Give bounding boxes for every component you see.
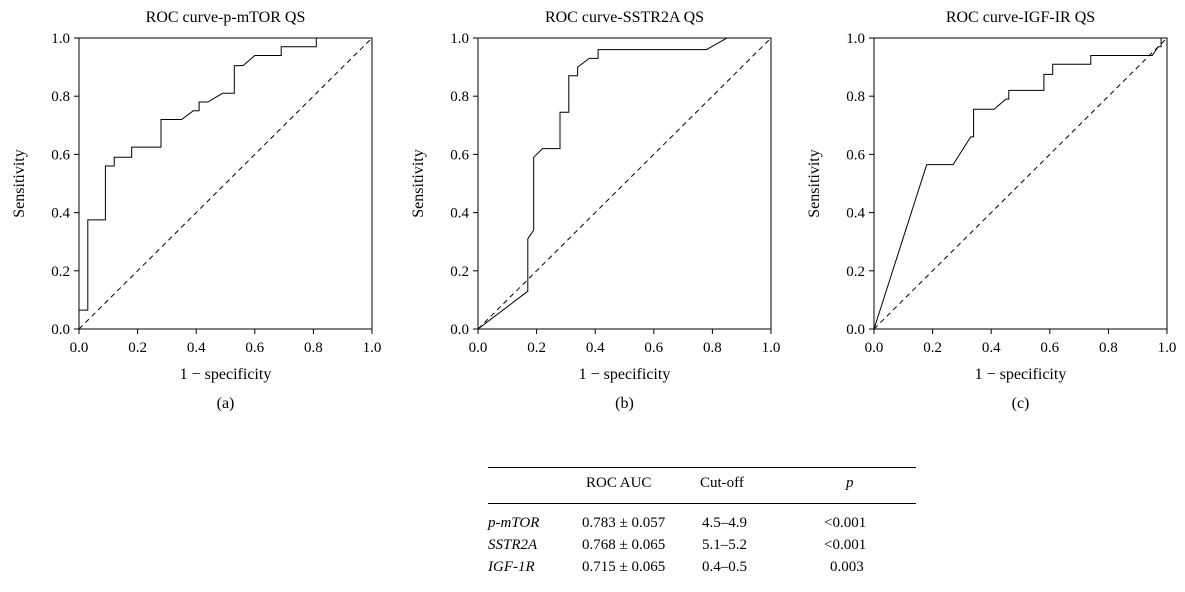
chart-title: ROC curve-IGF-IR QS [946,9,1095,26]
row-auc-pmtor: 0.783 ± 0.057 [582,515,666,531]
roc-charts: ROC curve-p-mTOR QS 0.0 0.2 0.4 0.6 0.8 1.0 0.0… [11,9,1176,412]
chart-title: ROC curve-SSTR2A QS [545,9,704,26]
y-tick-label: 0.0 [450,322,469,338]
y-tick-label: 0.2 [846,264,865,280]
x-tick-label: 0.0 [70,340,89,356]
x-tick-label: 0.0 [865,340,884,356]
y-axis-label: Sensitivity [11,149,28,217]
row-p-pmtor: <0.001 [824,515,867,531]
x-tick-label: 0.8 [703,340,722,356]
y-tick-label: 0.4 [846,206,865,222]
table-header-rule [488,503,916,504]
y-tick-label: 0.8 [51,89,70,105]
x-axis-label: 1 − specificity [975,366,1067,383]
x-tick-label: 0.4 [187,340,206,356]
plot-frame [78,37,373,330]
header-roc-auc: ROC AUC [586,475,652,491]
x-tick-label: 1.0 [363,340,382,356]
x-tick-label: 0.6 [1040,340,1059,356]
reference-diagonal [78,37,373,330]
reference-diagonal [477,37,772,330]
y-tick-label: 0.2 [450,264,469,280]
y-tick-label: 0.6 [846,147,865,163]
plot-frame [477,37,772,330]
x-tick-label: 0.6 [245,340,264,356]
y-tick-label: 0.8 [450,89,469,105]
y-tick-label: 0.2 [51,264,70,280]
y-tick-label: 0.0 [51,322,70,338]
roc-panel-2: ROC curve-SSTR2A QS 0.0 0.2 0.4 0.6 0.8 1.0 0.0… [410,9,780,412]
y-tick-label: 0.6 [51,147,70,163]
y-tick-label: 0.0 [846,322,865,338]
table-top-rule [488,467,916,468]
plot-frame [873,37,1168,330]
reference-diagonal [873,37,1168,330]
x-tick-label: 0.2 [923,340,942,356]
roc-panel-3: ROC curve-IGF-IR QS 0.0 0.2 0.4 0.6 0.8 1.0 0.0… [806,9,1176,412]
row-label-sstr2a: SSTR2A [488,537,538,553]
x-tick-label: 0.6 [644,340,663,356]
roc-curve [873,37,1167,330]
x-axis-label: 1 − specificity [180,366,272,383]
roc-curve [78,37,372,329]
auc-table: ROC AUC Cut-off p p-mTOR 0.783 ± 0.057 4… [488,467,916,577]
x-tick-label: 0.0 [469,340,488,356]
header-p: p [846,475,854,491]
row-auc-sstr2a: 0.768 ± 0.065 [582,537,666,553]
x-tick-label: 1.0 [1158,340,1177,356]
y-tick-label: 0.6 [450,147,469,163]
row-cutoff-igf1r: 0.4–0.5 [702,559,747,575]
header-cut-off: Cut-off [700,475,744,491]
row-auc-igf1r: 0.715 ± 0.065 [582,559,666,575]
row-cutoff-sstr2a: 5.1–5.2 [702,537,747,553]
y-tick-label: 1.0 [450,31,469,47]
x-axis-label: 1 − specificity [579,366,671,383]
x-tick-label: 0.8 [1099,340,1118,356]
x-tick-label: 0.2 [128,340,147,356]
row-p-sstr2a: <0.001 [824,537,867,553]
row-label-pmtor: p-mTOR [488,515,540,531]
row-label-igf1r: IGF-1R [488,559,535,575]
row-p-igf1r: 0.003 [830,559,864,575]
y-tick-label: 0.4 [450,206,469,222]
x-tick-label: 0.4 [982,340,1001,356]
y-axis-label: Sensitivity [410,149,427,217]
y-axis-label: Sensitivity [806,149,823,217]
panel-label: (c) [1012,395,1030,412]
panel-label: (b) [615,395,634,412]
row-cutoff-pmtor: 4.5–4.9 [702,515,747,531]
x-tick-label: 0.4 [586,340,605,356]
x-tick-label: 1.0 [762,340,781,356]
x-tick-label: 0.2 [527,340,546,356]
roc-panel-1: ROC curve-p-mTOR QS 0.0 0.2 0.4 0.6 0.8 1.0 0.0… [11,9,381,412]
y-tick-label: 0.4 [51,206,70,222]
panel-label: (a) [217,395,235,412]
y-tick-label: 1.0 [846,31,865,47]
roc-curve [477,37,771,330]
chart-title: ROC curve-p-mTOR QS [146,9,306,26]
y-tick-label: 1.0 [51,31,70,47]
x-tick-label: 0.8 [304,340,323,356]
y-tick-label: 0.8 [846,89,865,105]
